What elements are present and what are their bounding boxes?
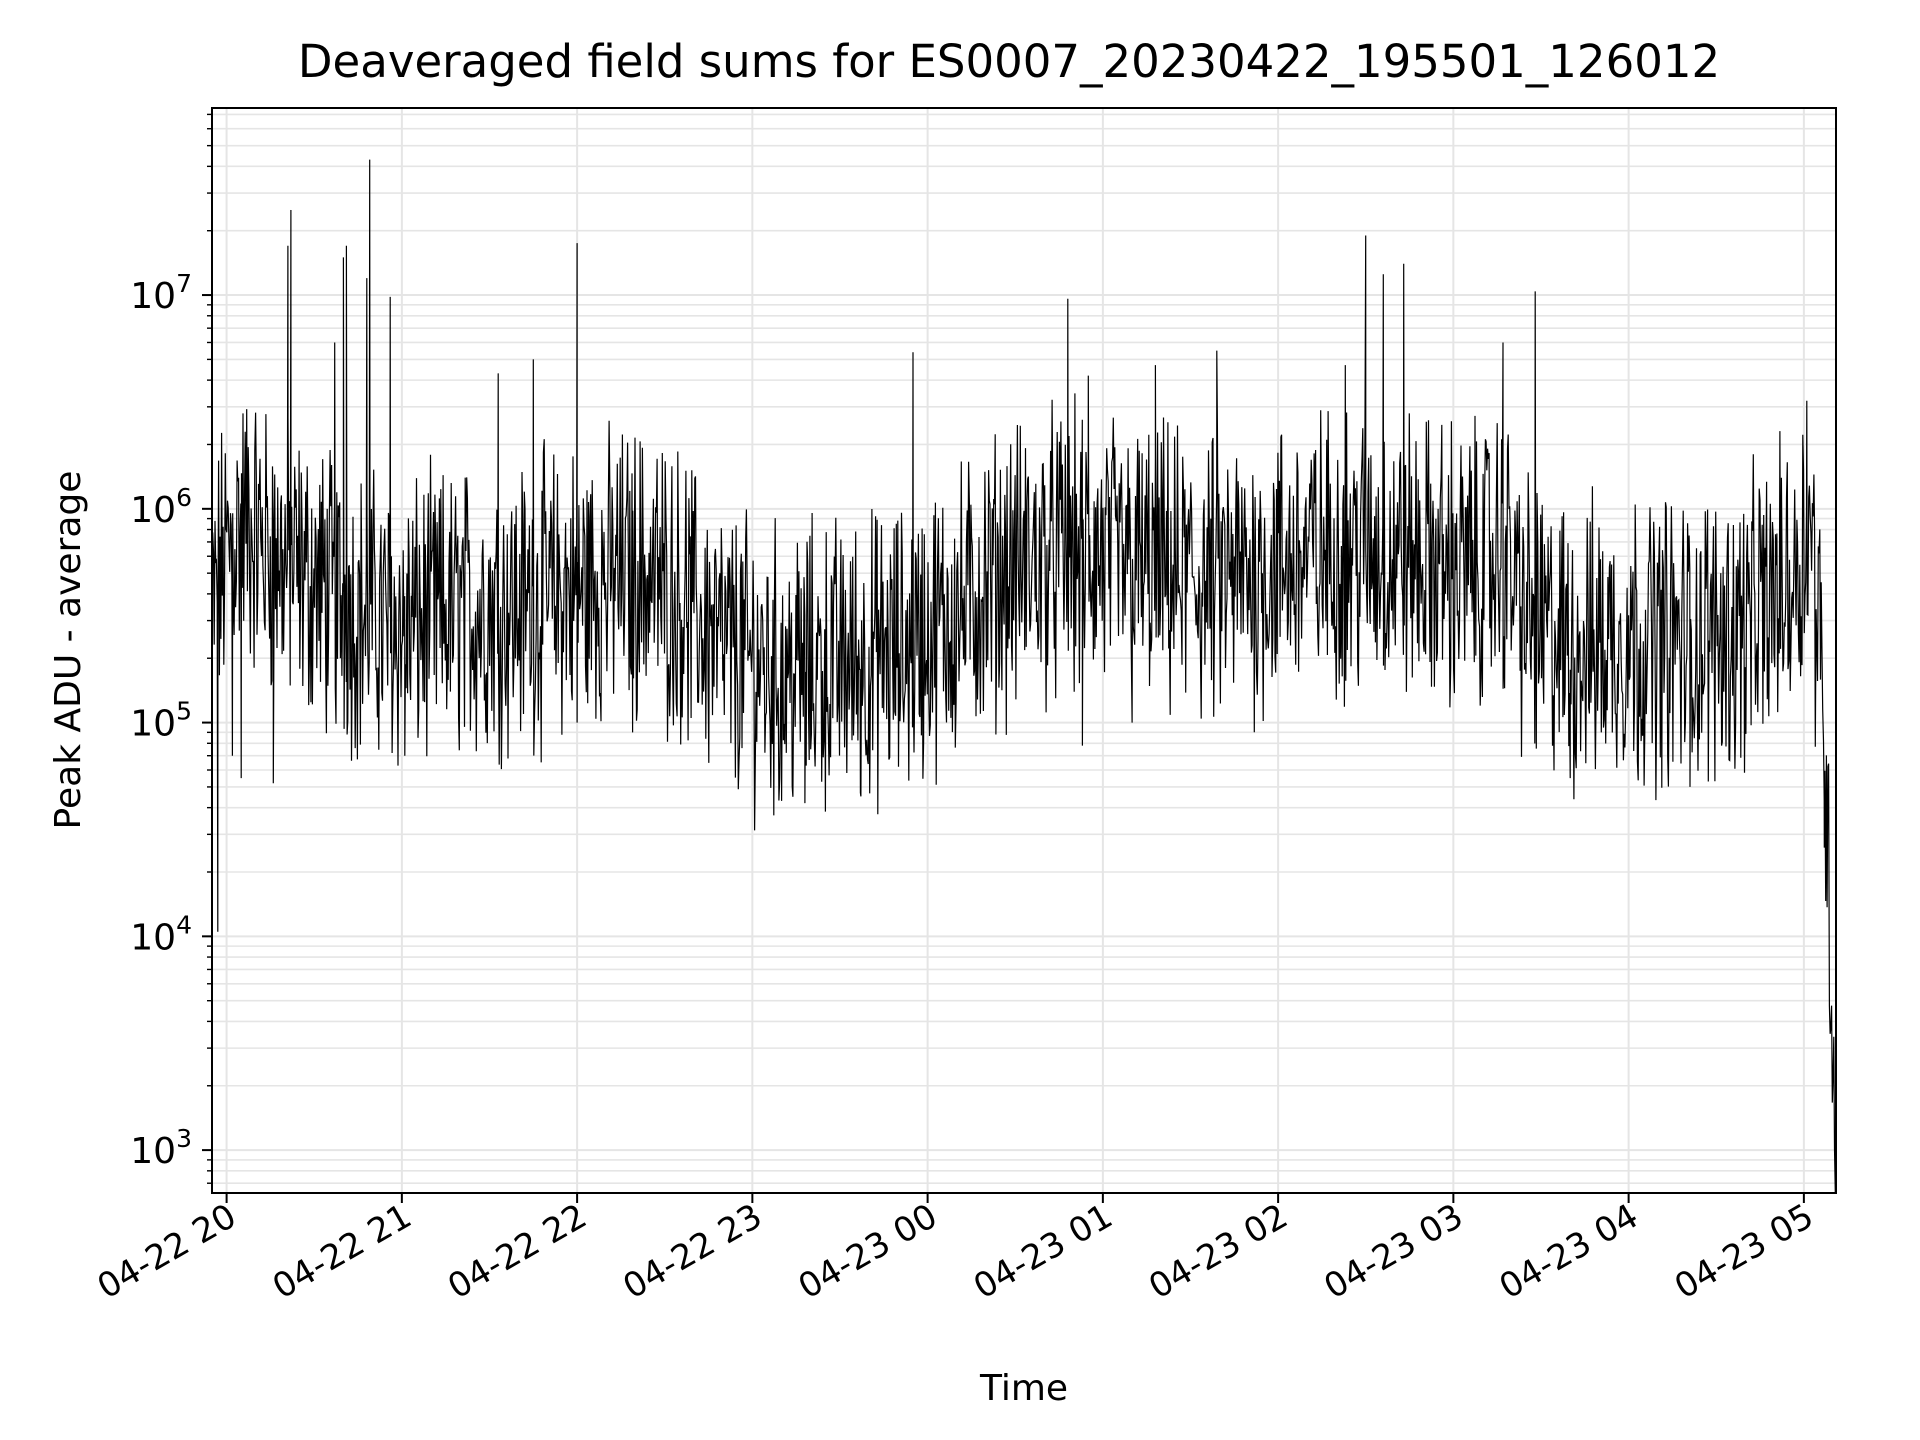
y-axis-label: Peak ADU - average [48, 471, 89, 830]
y-tick-base: 10 [130, 276, 176, 317]
y-tick-base: 10 [130, 917, 176, 958]
y-tick-base: 10 [130, 704, 176, 745]
y-tick-exponent: 4 [176, 910, 192, 939]
y-tick-exponent: 6 [176, 483, 192, 512]
series-path [211, 159, 1837, 1194]
y-tick-exponent: 7 [176, 269, 192, 298]
x-axis-label: Time [979, 1368, 1068, 1409]
y-tick-label: 105 [130, 697, 192, 745]
grid [212, 108, 1836, 1193]
series-line [211, 159, 1837, 1194]
y-tick-label: 104 [130, 910, 192, 958]
chart-title: Deaveraged field sums for ES0007_2023042… [298, 35, 1720, 88]
y-tick-label: 107 [130, 269, 192, 317]
y-tick-label: 103 [130, 1124, 192, 1172]
y-tick-base: 10 [130, 1131, 176, 1172]
y-tick-label: 106 [130, 483, 192, 531]
plot-frame [211, 107, 1837, 1194]
y-tick-base: 10 [130, 490, 176, 531]
y-tick-exponent: 5 [176, 697, 192, 726]
y-tick-exponent: 3 [176, 1124, 192, 1153]
